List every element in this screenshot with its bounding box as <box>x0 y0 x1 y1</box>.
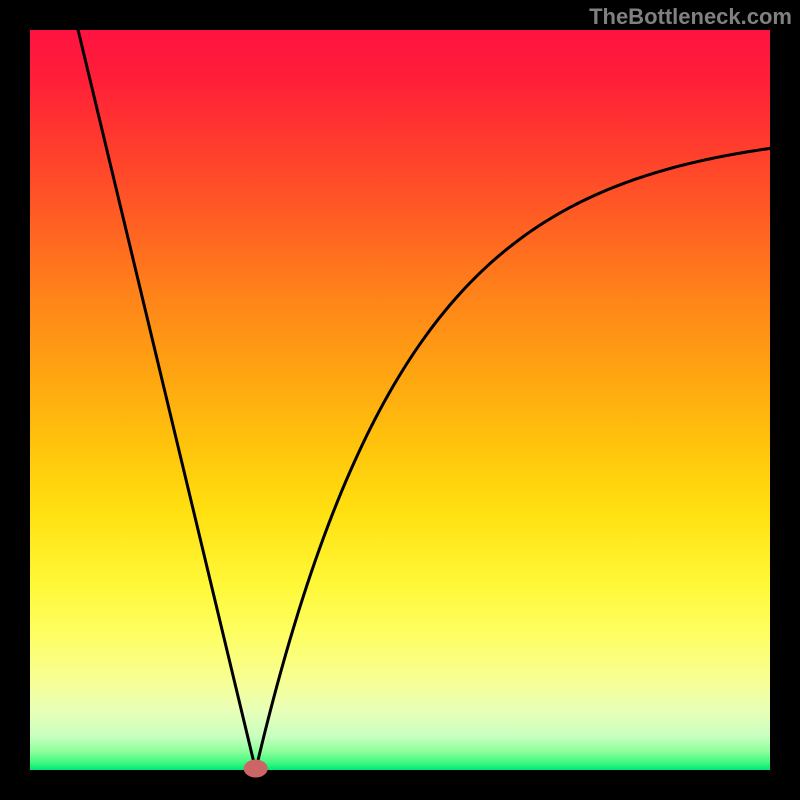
plot-background <box>30 30 770 770</box>
bottleneck-chart <box>0 0 800 800</box>
watermark-text: TheBottleneck.com <box>589 4 792 30</box>
vertex-marker <box>244 760 268 778</box>
chart-container: TheBottleneck.com <box>0 0 800 800</box>
